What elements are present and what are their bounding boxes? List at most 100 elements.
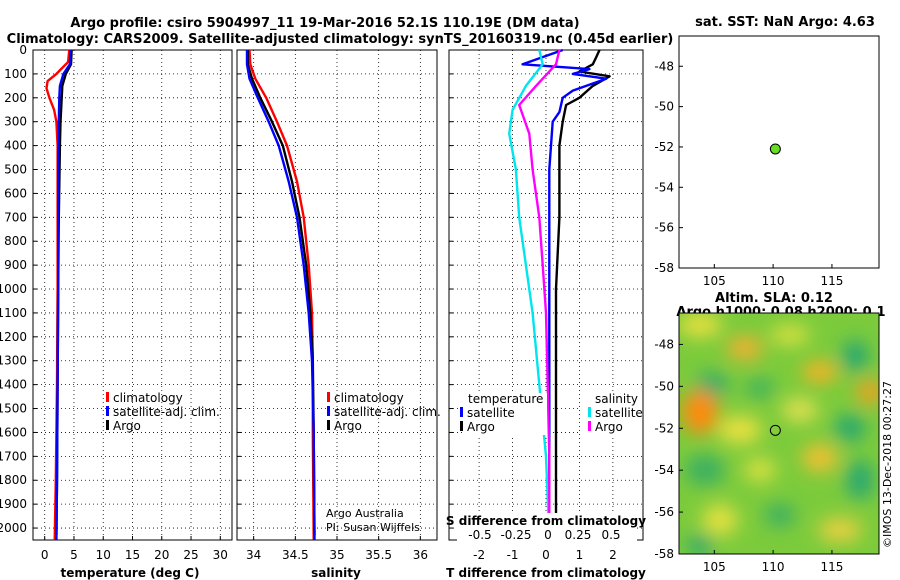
salinity-x-label: salinity: [311, 566, 361, 580]
sla-anomaly-blobs: [679, 313, 879, 554]
legend-swatch-t-satellite: [460, 407, 463, 417]
sst-map-title: sat. SST: NaN Argo: 4.63: [695, 15, 875, 30]
depth-tick-label: 1600: [0, 425, 27, 439]
sst-map-ticks: 105 110 115 -48 -50 -52 -54 -56 -58: [654, 59, 843, 288]
x-tick-label: -2: [473, 548, 485, 562]
legend-swatch-climatology: [106, 392, 109, 402]
difference-s-label: S difference from climatology: [446, 514, 646, 528]
legend-title-temperature: temperature: [468, 392, 543, 406]
legend-swatch-climatology: [327, 392, 330, 402]
map-y-tick-label: -52: [654, 140, 674, 154]
depth-tick-label: 700: [4, 210, 27, 224]
depth-tick-label: 0: [19, 43, 27, 57]
x2-tick-label: 0.5: [601, 528, 620, 542]
depth-tick-label: 1500: [0, 402, 27, 416]
x2-tick-label: 0.25: [565, 528, 592, 542]
credit-line1: Argo Australia: [326, 507, 404, 520]
series-line-satellite-adj-clim-: [245, 50, 316, 541]
salinity-grid: [237, 49, 437, 540]
map-x-tick-label: 105: [703, 274, 726, 288]
temperature-x-label: temperature (deg C): [61, 566, 200, 580]
salinity-x-ticks: 34 34.5 35 35.5 36: [246, 536, 428, 562]
x-tick-label: 0: [41, 548, 49, 562]
depth-tick-label: 1800: [0, 473, 27, 487]
difference-legend: temperature satellite Argo salinity sate…: [460, 392, 643, 435]
depth-tick-label: 1300: [0, 354, 27, 368]
legend-label-s-satellite: satellite: [595, 406, 643, 420]
legend-label-climatology: climatology: [113, 391, 183, 405]
x-tick-label: 30: [213, 548, 228, 562]
temperature-x-ticks: 0 5 10 15 20 25 30: [41, 536, 228, 562]
depth-tick-label: 2000: [0, 521, 27, 535]
map-y-tick-label: -48: [654, 59, 674, 73]
argo-position-marker: [769, 143, 781, 155]
map-y-tick-label: -58: [654, 261, 674, 275]
s-axis-background: [457, 513, 637, 541]
depth-tick-label: 500: [4, 163, 27, 177]
series-line-argo: [246, 50, 316, 536]
sla-map-panel: Altim. SLA: 0.12 Argo h1000: 0.08 h2000:…: [654, 291, 885, 574]
depth-tick-label: 300: [4, 115, 27, 129]
legend-swatch-argo: [106, 420, 109, 430]
x-tick-label: 25: [183, 548, 198, 562]
x-tick-label: 34.5: [282, 548, 309, 562]
depth-tick-label: 600: [4, 186, 27, 200]
x2-tick-label: 0: [544, 528, 552, 542]
legend-swatch-s-satellite: [588, 407, 591, 417]
series-line-s-satellite: [508, 49, 551, 541]
map-x-tick-label: 115: [820, 274, 843, 288]
map-y-tick-label: -58: [654, 547, 674, 561]
map-x-tick-label: 105: [703, 560, 726, 574]
x-tick-label: 36: [413, 548, 428, 562]
x-tick-label: -1: [507, 548, 519, 562]
x-tick-label: 2: [609, 548, 617, 562]
map-x-tick-label: 115: [820, 560, 843, 574]
map-y-tick-label: -54: [654, 180, 674, 194]
depth-tick-label: 200: [4, 91, 27, 105]
salinity-panel: 34 34.5 35 35.5 36 salinity climatology sate…: [236, 49, 441, 580]
series-line-t-satellite: [521, 48, 608, 540]
temperature-series: [45, 49, 73, 541]
map-y-tick-label: -56: [654, 221, 674, 235]
difference-t-label: T difference from climatology: [446, 566, 646, 580]
map-y-tick-label: -52: [654, 421, 674, 435]
sla-map-frame: [678, 312, 880, 555]
legend-title-salinity: salinity: [595, 392, 638, 406]
legend-swatch-t-argo: [460, 421, 463, 431]
map-y-tick-label: -54: [654, 463, 674, 477]
figure-title-line1: Argo profile: csiro 5904997_11 19-Mar-20…: [70, 16, 579, 31]
sst-map-panel: sat. SST: NaN Argo: 4.63 105 110 115 -48 -50…: [654, 15, 880, 288]
legend-label-argo: Argo: [113, 419, 141, 433]
depth-tick-label: 800: [4, 234, 27, 248]
sla-heatmap: [679, 313, 879, 554]
x2-tick-label: -0.5: [468, 528, 491, 542]
legend-label-climatology: climatology: [334, 391, 404, 405]
map-x-tick-label: 110: [762, 274, 785, 288]
x-tick-label: 10: [96, 548, 111, 562]
temperature-panel: 0 5 10 15 20 25 30 0 100 200 300 400 500 600 700 800 90…: [0, 43, 233, 580]
salinity-legend: climatology satellite-adj. clim. Argo: [327, 391, 441, 433]
map-y-tick-label: -50: [654, 379, 674, 393]
x-tick-label: 20: [154, 548, 169, 562]
x2-tick-label: -0.25: [500, 528, 531, 542]
imos-stamp: ©IMOS 13-Dec-2018 00:27:27: [881, 381, 894, 548]
legend-swatch-argo: [327, 420, 330, 430]
legend-swatch-s-argo: [588, 421, 591, 431]
map-y-tick-label: -48: [654, 337, 674, 351]
series-line-t-argo: [554, 49, 611, 536]
figure-title-line2: Climatology: CARS2009. Satellite-adjuste…: [7, 32, 674, 47]
legend-label-s-argo: Argo: [595, 420, 623, 434]
legend-label-t-satellite: satellite: [467, 406, 515, 420]
x-tick-label: 0: [542, 548, 550, 562]
legend-swatch-satellite: [106, 406, 109, 416]
temperature-grid: [33, 49, 232, 540]
map-y-tick-label: -50: [654, 100, 674, 114]
temperature-legend: climatology satellite-adj. clim. Argo: [106, 391, 220, 433]
difference-series: [508, 48, 611, 541]
depth-tick-label: 1400: [0, 378, 27, 392]
x-tick-label: 5: [70, 548, 78, 562]
depth-tick-label: 1700: [0, 449, 27, 463]
x-tick-label: 35: [329, 548, 344, 562]
depth-tick-label: 900: [4, 258, 27, 272]
